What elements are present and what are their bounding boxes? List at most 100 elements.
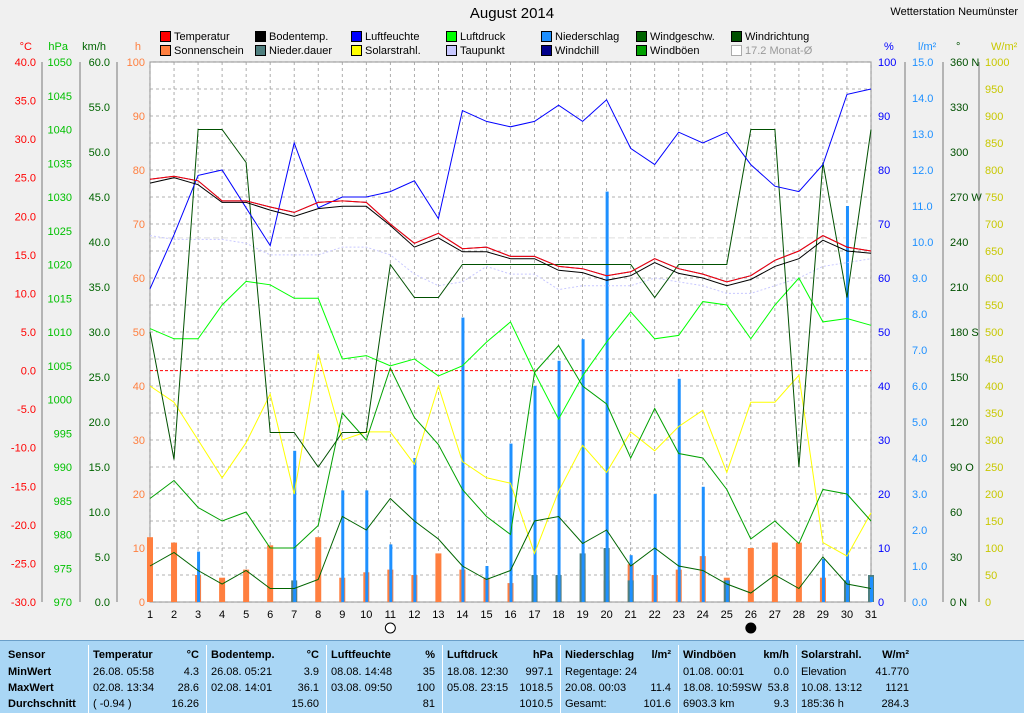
- legend-item-taupunkt: Taupunkt: [446, 45, 505, 57]
- x-tick-label: 22: [649, 609, 661, 621]
- new-moon-icon: [745, 622, 757, 634]
- wm2-tick: 250: [985, 462, 1003, 474]
- stats-col-bodentemp: Bodentemp. °C 26.08. 05:21 3.9 02.08. 14:…: [206, 645, 323, 713]
- legend-swatch: [255, 31, 266, 42]
- legend-item-luftdruck: Luftdruck: [446, 31, 505, 43]
- pct-tick: 90: [878, 111, 890, 123]
- kmh-tick: 20.0: [89, 417, 110, 429]
- temp-tick: -20.0: [11, 520, 36, 532]
- pct-tick: 50: [878, 327, 890, 339]
- kmh-tick: 35.0: [89, 282, 110, 294]
- lm2-tick: 7.0: [912, 345, 927, 357]
- kmh-tick: 25.0: [89, 372, 110, 384]
- sunshine-bar: [243, 569, 250, 602]
- sunshine-bar: [747, 548, 754, 602]
- temp-tick: 5.0: [21, 327, 36, 339]
- legend-swatch: [446, 31, 457, 42]
- wm2-tick: 900: [985, 111, 1003, 123]
- legend-swatch: [636, 45, 647, 56]
- x-tick-label: 28: [793, 609, 805, 621]
- kmh-tick: 60.0: [89, 57, 110, 69]
- x-tick-label: 17: [528, 609, 540, 621]
- hpa-tick: 1000: [48, 395, 72, 407]
- series-line-luftfeuchte: [149, 88, 872, 290]
- stats-col-temperatur: Temperatur °C 26.08. 05:58 4.3 02.08. 13:…: [88, 645, 203, 713]
- wm2-tick: 650: [985, 246, 1003, 258]
- h-tick: 70: [133, 219, 145, 231]
- axis-unit-label: l/m²: [918, 41, 937, 53]
- precipitation-bar: [533, 386, 537, 602]
- lm2-tick: 6.0: [912, 381, 927, 393]
- h-tick: 40: [133, 381, 145, 393]
- x-tick-label: 4: [219, 609, 225, 621]
- x-tick-label: 12: [408, 609, 420, 621]
- lm2-tick: 2.0: [912, 525, 927, 537]
- deg-tick: 360 N: [950, 57, 979, 69]
- deg-tick: 180 S: [950, 327, 979, 339]
- hpa-tick: 1020: [48, 260, 72, 272]
- lm2-tick: 4.0: [912, 453, 927, 465]
- x-tick-label: 18: [552, 609, 564, 621]
- x-tick-label: 8: [315, 609, 321, 621]
- kmh-tick: 55.0: [89, 102, 110, 114]
- deg-tick: 0 N: [950, 597, 967, 609]
- x-tick-label: 21: [625, 609, 637, 621]
- series-line-windgeschw: [149, 497, 872, 594]
- precipitation-bar: [701, 486, 705, 602]
- x-tick-label: 26: [745, 609, 757, 621]
- hpa-tick: 995: [54, 428, 72, 440]
- h-tick: 100: [127, 57, 145, 69]
- series-line-bodentemp: [149, 177, 872, 287]
- precipitation-bar: [845, 206, 849, 602]
- x-tick-label: 23: [673, 609, 685, 621]
- legend-swatch: [351, 45, 362, 56]
- precipitation-bar: [605, 191, 609, 602]
- h-tick: 20: [133, 489, 145, 501]
- pct-tick: 30: [878, 435, 890, 447]
- x-tick-label: 7: [291, 609, 297, 621]
- pct-tick: 40: [878, 381, 890, 393]
- x-tick-label: 14: [456, 609, 468, 621]
- legend-swatch: [541, 31, 552, 42]
- temp-tick: -15.0: [11, 481, 36, 493]
- station-name: Wetterstation Neumünster: [890, 6, 1018, 18]
- wm2-tick: 750: [985, 192, 1003, 204]
- legend-item-windchill: Windchill: [541, 45, 599, 57]
- legend-item-monat-avg[interactable]: 17.2 Monat-Ø: [731, 45, 812, 57]
- wm2-tick: 600: [985, 273, 1003, 285]
- sunshine-bar: [795, 542, 802, 602]
- temp-tick: 40.0: [15, 57, 36, 69]
- legend-swatch: [160, 45, 171, 56]
- series-line-solarstrahl: [149, 353, 872, 557]
- x-tick-label: 25: [721, 609, 733, 621]
- lm2-tick: 13.0: [912, 129, 933, 141]
- lm2-tick: 14.0: [912, 93, 933, 105]
- x-tick-label: 2: [171, 609, 177, 621]
- lm2-tick: 8.0: [912, 309, 927, 321]
- x-tick-label: 11: [385, 609, 396, 621]
- legend-swatch: [351, 31, 362, 42]
- h-tick: 60: [133, 273, 145, 285]
- sunshine-bar: [435, 553, 442, 602]
- sunshine-bar: [267, 545, 274, 602]
- hpa-tick: 1035: [48, 158, 72, 170]
- x-tick-label: 10: [360, 609, 372, 621]
- hpa-tick: 980: [54, 530, 72, 542]
- hpa-tick: 970: [54, 597, 72, 609]
- deg-tick: 120: [950, 417, 968, 429]
- legend-swatch: [636, 31, 647, 42]
- sunshine-bar: [219, 577, 226, 602]
- wm2-tick: 50: [985, 570, 997, 582]
- legend-item-windrichtung: Windrichtung: [731, 31, 809, 43]
- kmh-tick: 45.0: [89, 192, 110, 204]
- lm2-tick: 3.0: [912, 489, 927, 501]
- axis-unit-label: °: [956, 41, 960, 53]
- hpa-tick: 1045: [48, 91, 72, 103]
- wm2-tick: 1000: [985, 57, 1009, 69]
- legend-item-luftfeuchte: Luftfeuchte: [351, 31, 419, 43]
- precipitation-bar: [293, 450, 297, 602]
- checkbox[interactable]: [731, 45, 742, 56]
- x-tick-label: 1: [147, 609, 153, 621]
- wm2-tick: 500: [985, 327, 1003, 339]
- precipitation-bar: [197, 551, 201, 602]
